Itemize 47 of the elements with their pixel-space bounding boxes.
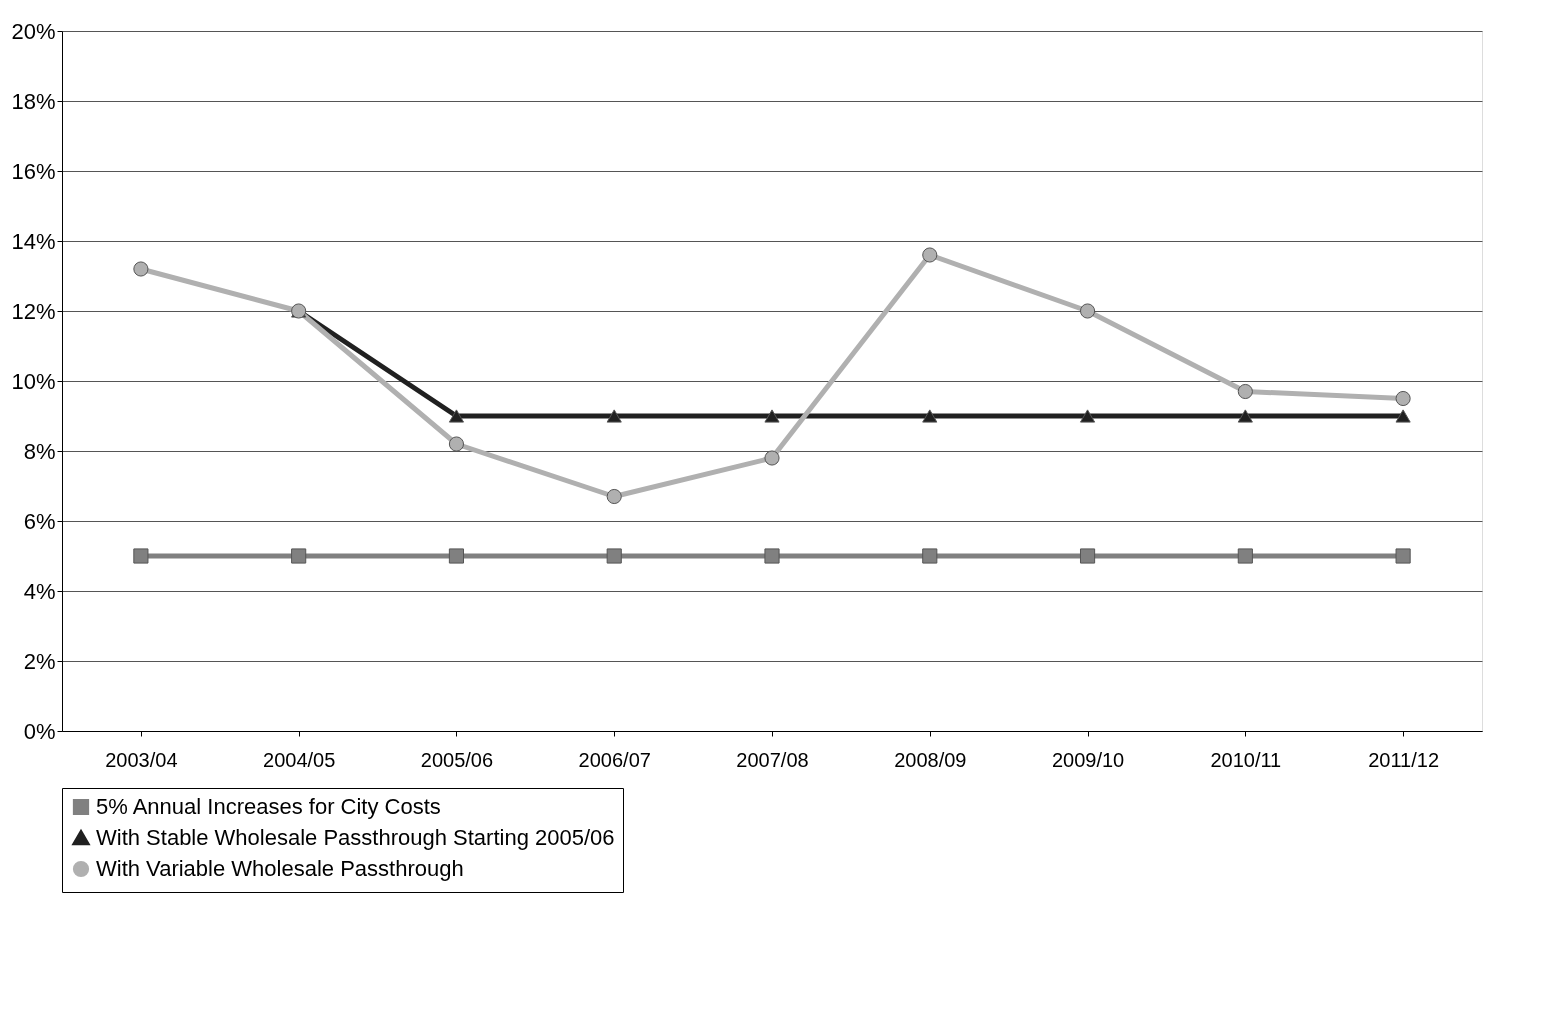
point: [448, 436, 465, 452]
x-tick-label: 2008/09: [894, 748, 967, 771]
x-tick-label: 2011/12: [1368, 748, 1440, 771]
point: [1395, 390, 1411, 407]
point: [1079, 409, 1096, 423]
point: [922, 247, 938, 263]
point: [133, 548, 149, 564]
y-tick-label: 12%: [11, 298, 56, 324]
point: [1395, 548, 1411, 564]
point: [1237, 383, 1253, 400]
legend-label: With Variable Wholesale Passthrough: [96, 856, 464, 881]
point: [922, 548, 938, 564]
y-tick-label: 0%: [23, 718, 56, 744]
point: [764, 409, 780, 423]
legend-label: 5% Annual Increases for City Costs: [96, 794, 441, 819]
x-tick-label: 2006/07: [578, 748, 651, 771]
x-tick-label: 2007/08: [736, 748, 809, 771]
point: [764, 548, 780, 564]
point: [133, 261, 149, 277]
y-tick-label: 16%: [11, 158, 56, 184]
y-tick-label: 10%: [11, 368, 56, 394]
point: [448, 548, 465, 564]
y-tick-label: 18%: [11, 88, 56, 114]
point: [764, 450, 780, 466]
y-tick-label: 14%: [11, 228, 56, 254]
x-tick-label: 2004/05: [263, 748, 336, 771]
point: [1237, 409, 1253, 423]
point: [606, 409, 622, 423]
point: [1237, 548, 1253, 564]
y-tick-label: 4%: [23, 578, 56, 604]
point: [606, 548, 622, 564]
point: [606, 488, 622, 505]
point: [291, 548, 307, 564]
point: [922, 409, 938, 423]
y-tick-label: 8%: [23, 438, 56, 464]
legend-label: With Stable Wholesale Passthrough Starting 2005/06: [96, 825, 615, 850]
point: [1079, 303, 1096, 319]
x-tick-label: 2010/11: [1210, 748, 1282, 771]
point: [448, 409, 465, 423]
y-tick-label: 20%: [11, 18, 56, 44]
x-tick-label: 2009/10: [1051, 748, 1125, 771]
x-tick-label: 2003/04: [105, 748, 178, 771]
point: [1395, 409, 1411, 423]
point: [1079, 548, 1096, 564]
y-tick-label: 6%: [23, 508, 56, 534]
y-tick-label: 2%: [23, 648, 56, 674]
x-tick-label: 2005/06: [420, 748, 494, 771]
